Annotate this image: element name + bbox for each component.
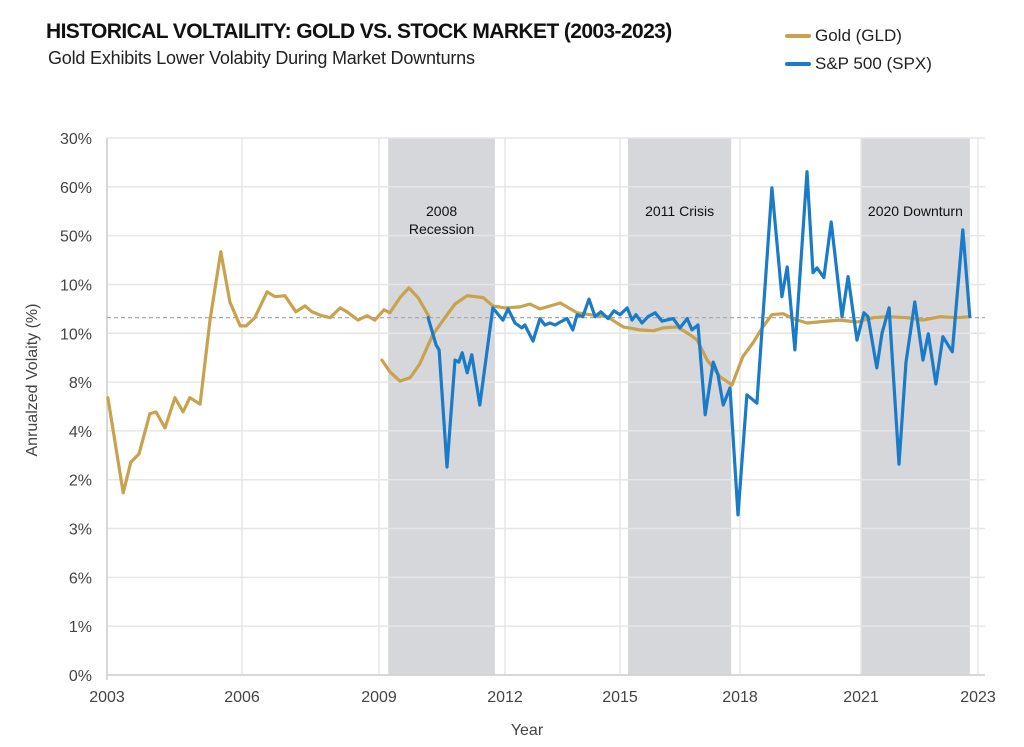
shaded-period [628,138,732,675]
period-annotation: 2008 [426,203,457,219]
gold-line [106,250,431,495]
chart-subtitle: Gold Exhibits Lower Volabity During Mark… [48,48,475,68]
y-tick-label: 3% [69,522,92,539]
y-tick-label: 8% [69,375,92,392]
chart-title: HISTORICAL VOLTAILITY: GOLD VS. STOCK MA… [46,20,672,43]
x-tick-label: 2021 [843,689,879,706]
x-tick-label: 2018 [722,689,758,706]
y-tick-label: 30% [60,131,92,148]
period-annotation: 2020 Downturn [868,203,963,219]
legend-label-spx: S&P 500 (SPX) [815,54,932,73]
x-tick-label: 2023 [960,689,996,706]
period-annotation: Recession [409,221,474,237]
x-axis-label: Year [511,722,544,739]
y-tick-label: 6% [69,570,92,587]
y-tick-label: 2% [69,473,92,490]
legend-label-gold: Gold (GLD) [815,26,902,45]
x-tick-label: 2003 [89,689,125,706]
y-tick-label: 60% [60,180,92,197]
y-tick-label: 4% [69,424,92,441]
x-tick-label: 2012 [487,689,523,706]
legend-swatch-spx [785,62,811,66]
gold-line [380,294,972,387]
y-tick-label: 10% [60,277,92,294]
y-tick-label: 50% [60,229,92,246]
x-tick-label: 2015 [602,689,638,706]
x-tick-label: 2009 [361,689,397,706]
legend-swatch-gold [785,34,811,38]
legend-item-spx: S&P 500 (SPX) [785,50,932,78]
y-tick-label: 10% [60,326,92,343]
legend: Gold (GLD) S&P 500 (SPX) [785,22,932,78]
y-tick-label: 1% [69,619,92,636]
period-annotation: 2011 Crisis [645,203,714,219]
y-tick-label: 0% [69,668,92,685]
legend-item-gold: Gold (GLD) [785,22,932,50]
y-axis-label: Anrualzed Volaity (%) [24,304,41,457]
shaded-period [861,138,970,675]
x-tick-label: 2006 [224,689,260,706]
